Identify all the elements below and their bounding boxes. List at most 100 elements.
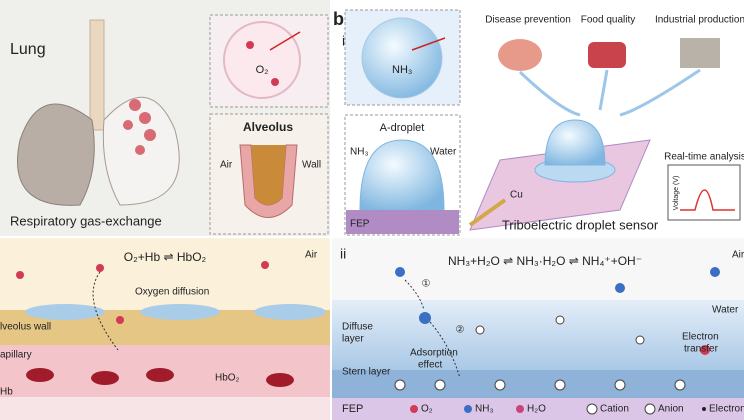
charges <box>394 315 686 391</box>
droplet-water: Water <box>430 147 457 158</box>
legend-label: Electron <box>709 404 744 415</box>
adsorption-path <box>404 279 461 379</box>
legend-nh3 <box>464 405 472 413</box>
lung-label: Lung <box>10 41 46 58</box>
alveoli <box>129 99 141 111</box>
step-label: ① <box>422 279 431 290</box>
adsorption-label: effect <box>418 360 442 371</box>
red-blood-cell <box>266 373 294 387</box>
o2-molecule <box>16 271 24 279</box>
signal-flow <box>518 68 701 117</box>
arrow <box>411 37 446 51</box>
fluid-drop <box>254 304 326 320</box>
legend-h2o <box>516 405 524 413</box>
o2-molecule <box>96 264 104 272</box>
alveoli <box>123 120 133 130</box>
caption: Respiratory gas-exchange <box>10 213 162 228</box>
cu-electrode <box>468 198 507 227</box>
panel-a-bottom: O₂+Hb ⇌ HbO₂ Air Oxygen diffusion lveolu… <box>0 238 330 420</box>
hb-label: Hb <box>0 387 13 398</box>
part-label: ii <box>340 246 346 262</box>
legend-label: Anion <box>658 404 684 415</box>
nh3-label: NH₃ <box>392 64 412 76</box>
legend-cation <box>586 403 598 415</box>
o2-molecule <box>271 78 279 86</box>
wall-label: Wall <box>302 160 321 171</box>
application: Food quality <box>581 15 635 26</box>
alveoli <box>135 145 145 155</box>
arrow <box>269 31 301 51</box>
anion <box>554 379 566 391</box>
diffusion-label: Oxygen diffusion <box>135 287 209 298</box>
alveoli <box>144 129 156 141</box>
trachea <box>89 19 105 131</box>
tissue-layer <box>0 397 330 420</box>
sensor-droplet <box>544 119 606 166</box>
alveolus-air <box>251 145 286 205</box>
adsorption-label: Adsorption <box>410 348 458 359</box>
water-layer <box>332 300 744 370</box>
kidney-icon <box>498 39 542 71</box>
diffuse-label: Diffuse <box>342 322 373 333</box>
air-label: Air <box>732 250 744 261</box>
red-blood-cell <box>146 368 174 382</box>
droplet-nh3: NH₃ <box>350 147 369 158</box>
voltage-trace <box>680 189 735 211</box>
air-label: Air <box>220 160 233 171</box>
graph-box <box>667 164 741 221</box>
legend-anion <box>644 403 656 415</box>
anion <box>434 379 446 391</box>
nh3-molecule <box>710 267 720 277</box>
o2-molecule <box>116 316 124 324</box>
cation <box>555 315 565 325</box>
nh3-bubble <box>361 17 443 99</box>
water-molecule <box>700 345 710 355</box>
transfer-label: transfer <box>684 344 719 355</box>
fluid-drop <box>25 304 105 320</box>
factory-icon <box>680 38 720 68</box>
legend-o2 <box>410 405 418 413</box>
cation <box>394 379 406 391</box>
o2-molecule <box>246 41 254 49</box>
diffusion-path <box>92 271 119 351</box>
legend-label: NH₃ <box>475 404 494 415</box>
water-label: Water <box>712 305 739 316</box>
part-label: i <box>342 33 345 49</box>
meat-icon <box>588 42 626 68</box>
application: Industrial production <box>655 15 744 26</box>
anion <box>475 325 485 335</box>
nh3-molecule <box>615 283 625 293</box>
o2-molecule <box>261 261 269 269</box>
red-blood-cell <box>91 371 119 385</box>
legend-electron <box>702 407 706 411</box>
wall-label: lveolus wall <box>0 322 51 333</box>
anion <box>635 335 645 345</box>
caption: Triboelectric droplet sensor <box>502 217 659 232</box>
droplet-title: A-droplet <box>380 122 425 134</box>
nh3-molecule <box>419 312 431 324</box>
legend-label: O₂ <box>421 404 433 415</box>
panel-b-top: b i NH₃ A-droplet NH₃ Water FEP Disease … <box>332 0 744 236</box>
equation: O₂+Hb ⇌ HbO₂ <box>124 250 207 264</box>
hbo2-label: HbO₂ <box>215 373 240 384</box>
red-blood-cell <box>26 368 54 382</box>
droplet <box>359 139 445 211</box>
fep-label: FEP <box>342 403 363 415</box>
anion <box>494 379 506 391</box>
analysis-label: Real-time analysis <box>664 152 744 163</box>
nh3-molecule <box>395 267 405 277</box>
air-label: Air <box>305 250 318 261</box>
o2-label: O₂ <box>256 64 269 76</box>
panel-a-top: Lung O₂ Alveolus Air Wall Respiratory ga… <box>0 0 330 236</box>
panel-b-bottom: ii NH₃+H₂O ⇌ NH₃·H₂O ⇌ NH₄⁺+OH⁻ Air ① ② … <box>332 238 744 420</box>
capillary-label: apillary <box>0 350 32 361</box>
diffuse-label: layer <box>342 334 364 345</box>
legend-label: H₂O <box>527 404 546 415</box>
application: Disease prevention <box>485 15 571 26</box>
step-label: ② <box>456 325 465 336</box>
voltage-axis: Voltage (V) <box>673 176 680 211</box>
anion <box>674 379 686 391</box>
fluid-drop <box>140 304 220 320</box>
fep-layer <box>346 210 459 234</box>
